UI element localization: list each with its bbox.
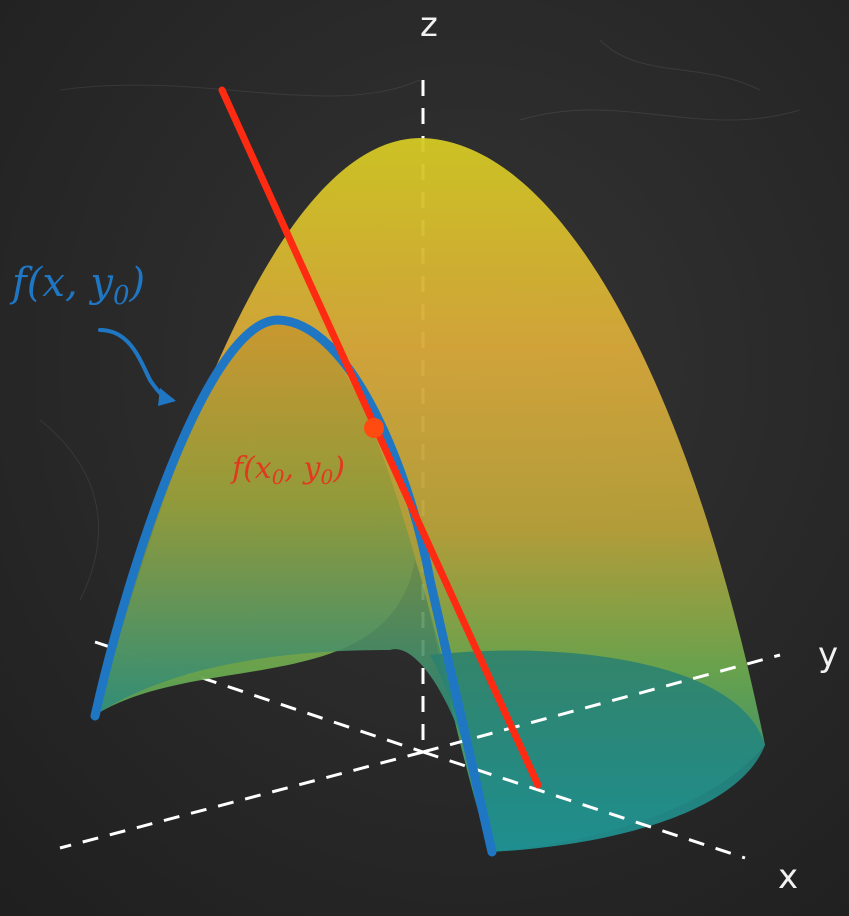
point-label-text: f(x [230,451,272,486]
x-axis-label: x [778,857,798,897]
z-axis-label: z [420,5,438,45]
curve-label-close: ) [129,260,146,306]
surface-base [430,650,765,852]
y-axis-front [422,653,781,754]
tangent-line [218,86,542,789]
point-label-sub-y: 0 [321,465,334,489]
point-label-mid: , y [284,451,321,486]
point-label: f(x0, y0) [230,451,345,489]
y-axis-label: y [818,635,838,675]
tangent-point [364,418,384,438]
curve-label-text: f(x, y [9,260,114,306]
point-label-sub-x: 0 [272,465,285,489]
chalk-smudges [39,39,801,601]
surface-cross-section [95,321,490,853]
curve-label-subscript: 0 [113,281,130,311]
point-label-close: ) [332,451,345,486]
curved-arrow-icon [98,328,176,406]
curve-label: f(x, y0) [9,260,145,311]
y-axis-back [59,750,424,850]
